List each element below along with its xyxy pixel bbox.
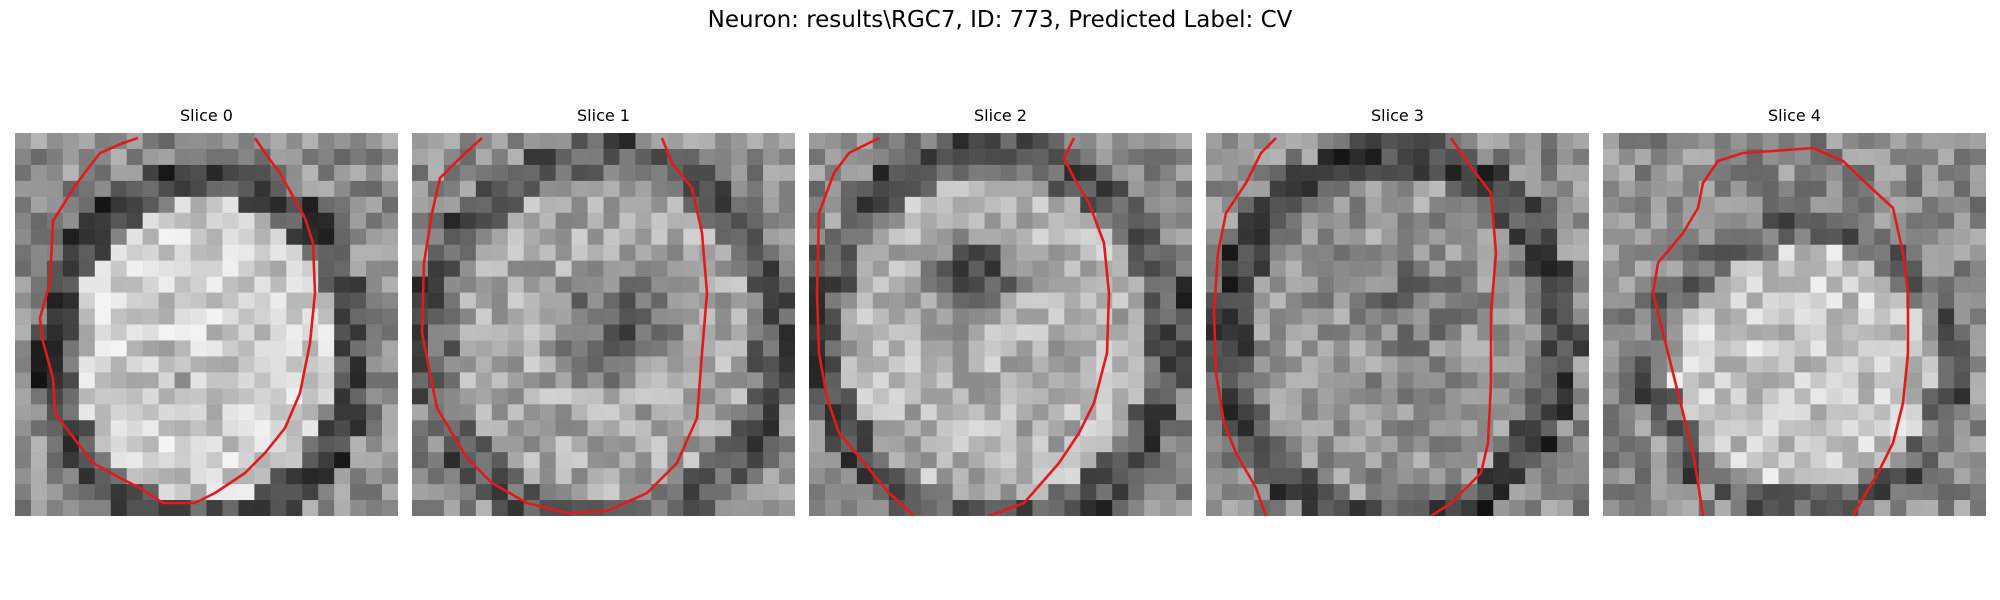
segmentation-contour xyxy=(1651,146,1910,516)
slice-panel: Slice 1 xyxy=(412,106,795,516)
slice-image xyxy=(1603,133,1986,516)
segmentation-contour xyxy=(815,136,915,516)
pixel-grid xyxy=(412,133,795,516)
segmentation-contour xyxy=(38,136,317,505)
slice-title: Slice 1 xyxy=(577,106,630,125)
slice-image xyxy=(809,133,1192,516)
slice-image xyxy=(1206,133,1589,516)
pixel-grid xyxy=(1206,133,1589,516)
slice-image xyxy=(412,133,795,516)
pixel-grid xyxy=(1603,133,1986,516)
slice-panel: Slice 0 xyxy=(15,106,398,516)
slice-title: Slice 2 xyxy=(974,106,1027,125)
figure-title: Neuron: results\RGC7, ID: 773, Predicted… xyxy=(707,7,1293,33)
segmentation-contour xyxy=(1212,137,1277,516)
pixel-grid xyxy=(15,133,398,516)
segmentation-contour xyxy=(988,137,1111,516)
slice-image xyxy=(15,133,398,516)
segmentation-contour xyxy=(1430,137,1498,516)
segmentation-contour xyxy=(420,137,709,515)
slice-panel: Slice 3 xyxy=(1206,106,1589,516)
slice-panel: Slice 2 xyxy=(809,106,1192,516)
slice-title: Slice 3 xyxy=(1371,106,1424,125)
slice-panel: Slice 4 xyxy=(1603,106,1986,516)
slice-title: Slice 0 xyxy=(180,106,233,125)
pixel-grid xyxy=(809,133,1192,516)
slice-title: Slice 4 xyxy=(1768,106,1821,125)
